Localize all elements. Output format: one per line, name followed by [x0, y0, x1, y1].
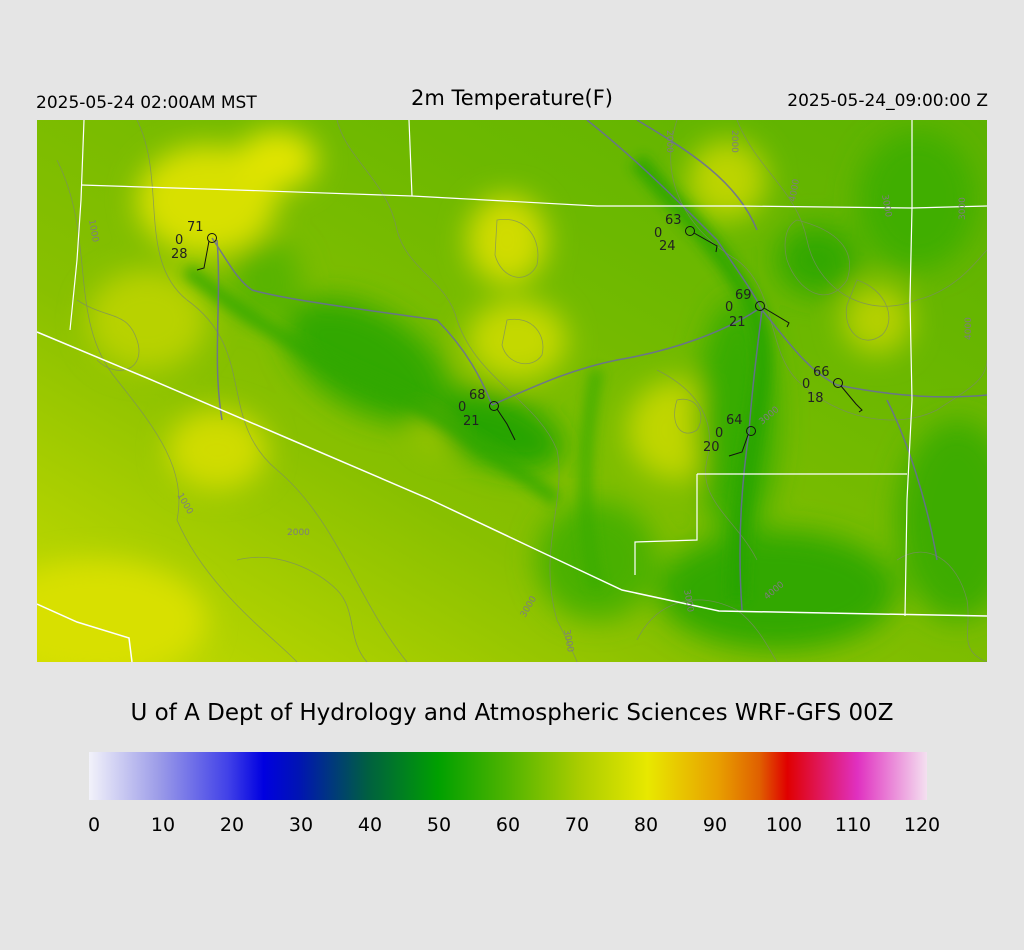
station-dewpoint: 24 — [659, 239, 676, 254]
station-temp: 64 — [726, 413, 743, 428]
contour-label: 2000 — [664, 130, 674, 153]
station-cloud: 0 — [654, 226, 662, 241]
station-temp: 63 — [665, 213, 682, 228]
terrain-contours — [56, 120, 987, 662]
station-dewpoint: 21 — [463, 414, 480, 429]
colorbar-tick-label: 80 — [633, 814, 659, 836]
colorbar-tick-label: 20 — [219, 814, 245, 836]
station-plot: 69 0 21 — [725, 288, 790, 330]
station-dewpoint: 20 — [703, 440, 720, 455]
colorbar-tick-label: 60 — [495, 814, 521, 836]
contour-label: 3000 — [958, 197, 968, 220]
contour-label: 4000 — [964, 317, 974, 340]
local-time-label: 2025-05-24 02:00AM MST — [36, 93, 257, 113]
station-cloud: 0 — [175, 233, 183, 248]
colorbar-tick-label: 10 — [150, 814, 176, 836]
colorbar-tick-label: 90 — [702, 814, 728, 836]
station-cloud: 0 — [458, 400, 466, 415]
colorbar-tick-label: 0 — [87, 814, 101, 836]
station-temp: 66 — [813, 365, 830, 380]
station-cloud: 0 — [725, 300, 733, 315]
station-plots: 71 0 28 63 0 24 69 0 21 — [171, 213, 863, 457]
colorbar-tick-label: 110 — [834, 814, 872, 836]
boundary-lines — [37, 120, 987, 662]
contour-label: 1000 — [86, 219, 100, 244]
temperature-map: 1000 2000 2000 3000 4000 3000 4000 1000 … — [37, 120, 987, 662]
contour-label: 2000 — [287, 528, 310, 538]
station-dewpoint: 18 — [807, 391, 824, 406]
station-plot: 66 0 18 — [802, 365, 863, 413]
colorbar-tick-label: 120 — [903, 814, 941, 836]
contour-label: 3000 — [561, 629, 575, 654]
station-plot: 68 0 21 — [458, 388, 516, 441]
station-plot: 71 0 28 — [171, 220, 217, 271]
station-cloud: 0 — [802, 377, 810, 392]
contour-label: 2000 — [729, 130, 739, 153]
colorbar-tick-label: 30 — [288, 814, 314, 836]
station-temp: 71 — [187, 220, 204, 235]
map-title: 2m Temperature(F) — [411, 86, 613, 110]
colorbar-tick-label: 70 — [564, 814, 590, 836]
station-cloud: 0 — [715, 426, 723, 441]
temperature-field — [37, 120, 987, 662]
station-plot: 64 0 20 — [703, 413, 756, 457]
station-temp: 68 — [469, 388, 486, 403]
station-temp: 69 — [735, 288, 752, 303]
temperature-colorbar — [89, 752, 927, 800]
contour-label: 4000 — [788, 178, 802, 203]
contour-label: 3000 — [879, 194, 893, 219]
station-dewpoint: 28 — [171, 247, 188, 262]
station-plot: 63 0 24 — [654, 213, 718, 254]
station-dewpoint: 21 — [729, 315, 746, 330]
highways — [211, 120, 987, 611]
utc-time-label: 2025-05-24_09:00:00 Z — [787, 91, 988, 111]
colorbar-tick-label: 40 — [357, 814, 383, 836]
contour-label: 3000 — [681, 589, 695, 614]
colorbar-tick-label: 50 — [426, 814, 452, 836]
colorbar-tick-label: 100 — [765, 814, 803, 836]
credit-line: U of A Dept of Hydrology and Atmospheric… — [130, 700, 894, 726]
